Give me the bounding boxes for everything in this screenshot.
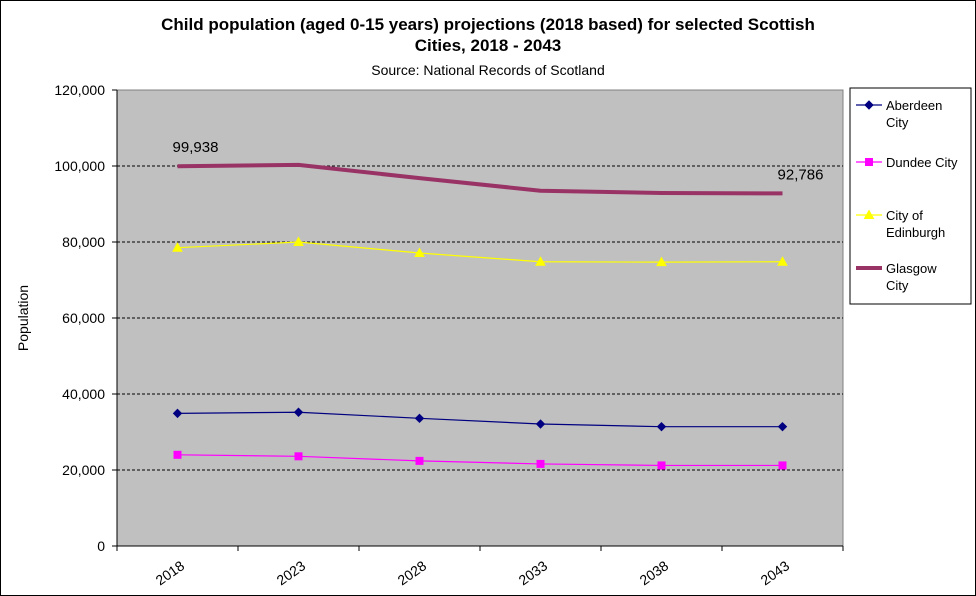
data-point-city-of-edinburgh — [293, 236, 304, 246]
x-tick-label: 2018 — [153, 557, 188, 588]
legend-label: Dundee City — [886, 155, 958, 170]
x-tick-label: 2028 — [395, 557, 430, 588]
data-point-city-of-edinburgh — [414, 247, 425, 258]
data-point-dundee-city — [657, 461, 666, 470]
data-point-aberdeen-city — [777, 421, 788, 432]
data-point-dundee-city — [294, 452, 303, 461]
legend-label: City — [886, 278, 909, 293]
data-point-aberdeen-city — [293, 407, 304, 417]
legend-label: City of — [886, 208, 923, 223]
legend-marker-aberdeen-city — [864, 100, 874, 110]
data-point-city-of-edinburgh — [656, 256, 667, 267]
y-tick-label: 80,000 — [62, 234, 105, 250]
legend-marker-dundee-city — [865, 158, 873, 166]
y-tick-label: 40,000 — [62, 386, 105, 402]
data-label: 92,786 — [778, 166, 824, 183]
y-tick-label: 120,000 — [54, 82, 105, 98]
legend-label: Edinburgh — [886, 225, 945, 240]
data-point-dundee-city — [415, 456, 424, 465]
x-tick-label: 2043 — [758, 557, 793, 588]
data-point-city-of-edinburgh — [777, 256, 788, 266]
data-point-dundee-city — [173, 450, 182, 459]
chart-title-line-2: Cities, 2018 - 2043 — [414, 36, 562, 55]
data-point-city-of-edinburgh — [172, 242, 183, 252]
data-point-aberdeen-city — [172, 408, 183, 419]
series-line-glasgow-city — [177, 162, 783, 196]
series-line-dundee-city — [177, 454, 783, 467]
legend-label: Glasgow — [886, 261, 937, 276]
data-label: 99,938 — [173, 139, 219, 156]
y-tick-label: 20,000 — [62, 462, 105, 478]
y-axis-label: Population — [15, 285, 31, 351]
chart-title-line-1: Child population (aged 0-15 years) proje… — [161, 15, 815, 34]
legend-label: City — [886, 115, 909, 130]
x-tick-label: 2033 — [516, 557, 551, 588]
series-line-city-of-edinburgh — [177, 241, 783, 263]
y-tick-label: 60,000 — [62, 310, 105, 326]
x-tick-label: 2038 — [637, 557, 672, 588]
legend-label: Aberdeen — [886, 98, 942, 113]
data-point-aberdeen-city — [656, 421, 667, 432]
chart-title: Child population (aged 0-15 years) proje… — [0, 14, 976, 56]
x-tick-label: 2023 — [274, 557, 309, 588]
data-point-aberdeen-city — [535, 419, 546, 429]
chart-subtitle: Source: National Records of Scotland — [371, 62, 605, 78]
legend-box — [849, 87, 972, 305]
y-tick-label: 0 — [97, 538, 105, 554]
y-tick-label: 100,000 — [54, 158, 105, 174]
legend-marker-city-of-edinburgh — [863, 209, 875, 219]
data-point-dundee-city — [536, 459, 545, 468]
data-point-city-of-edinburgh — [535, 256, 546, 266]
data-point-dundee-city — [778, 461, 787, 470]
series-line-aberdeen-city — [177, 411, 783, 428]
data-point-aberdeen-city — [414, 413, 425, 424]
